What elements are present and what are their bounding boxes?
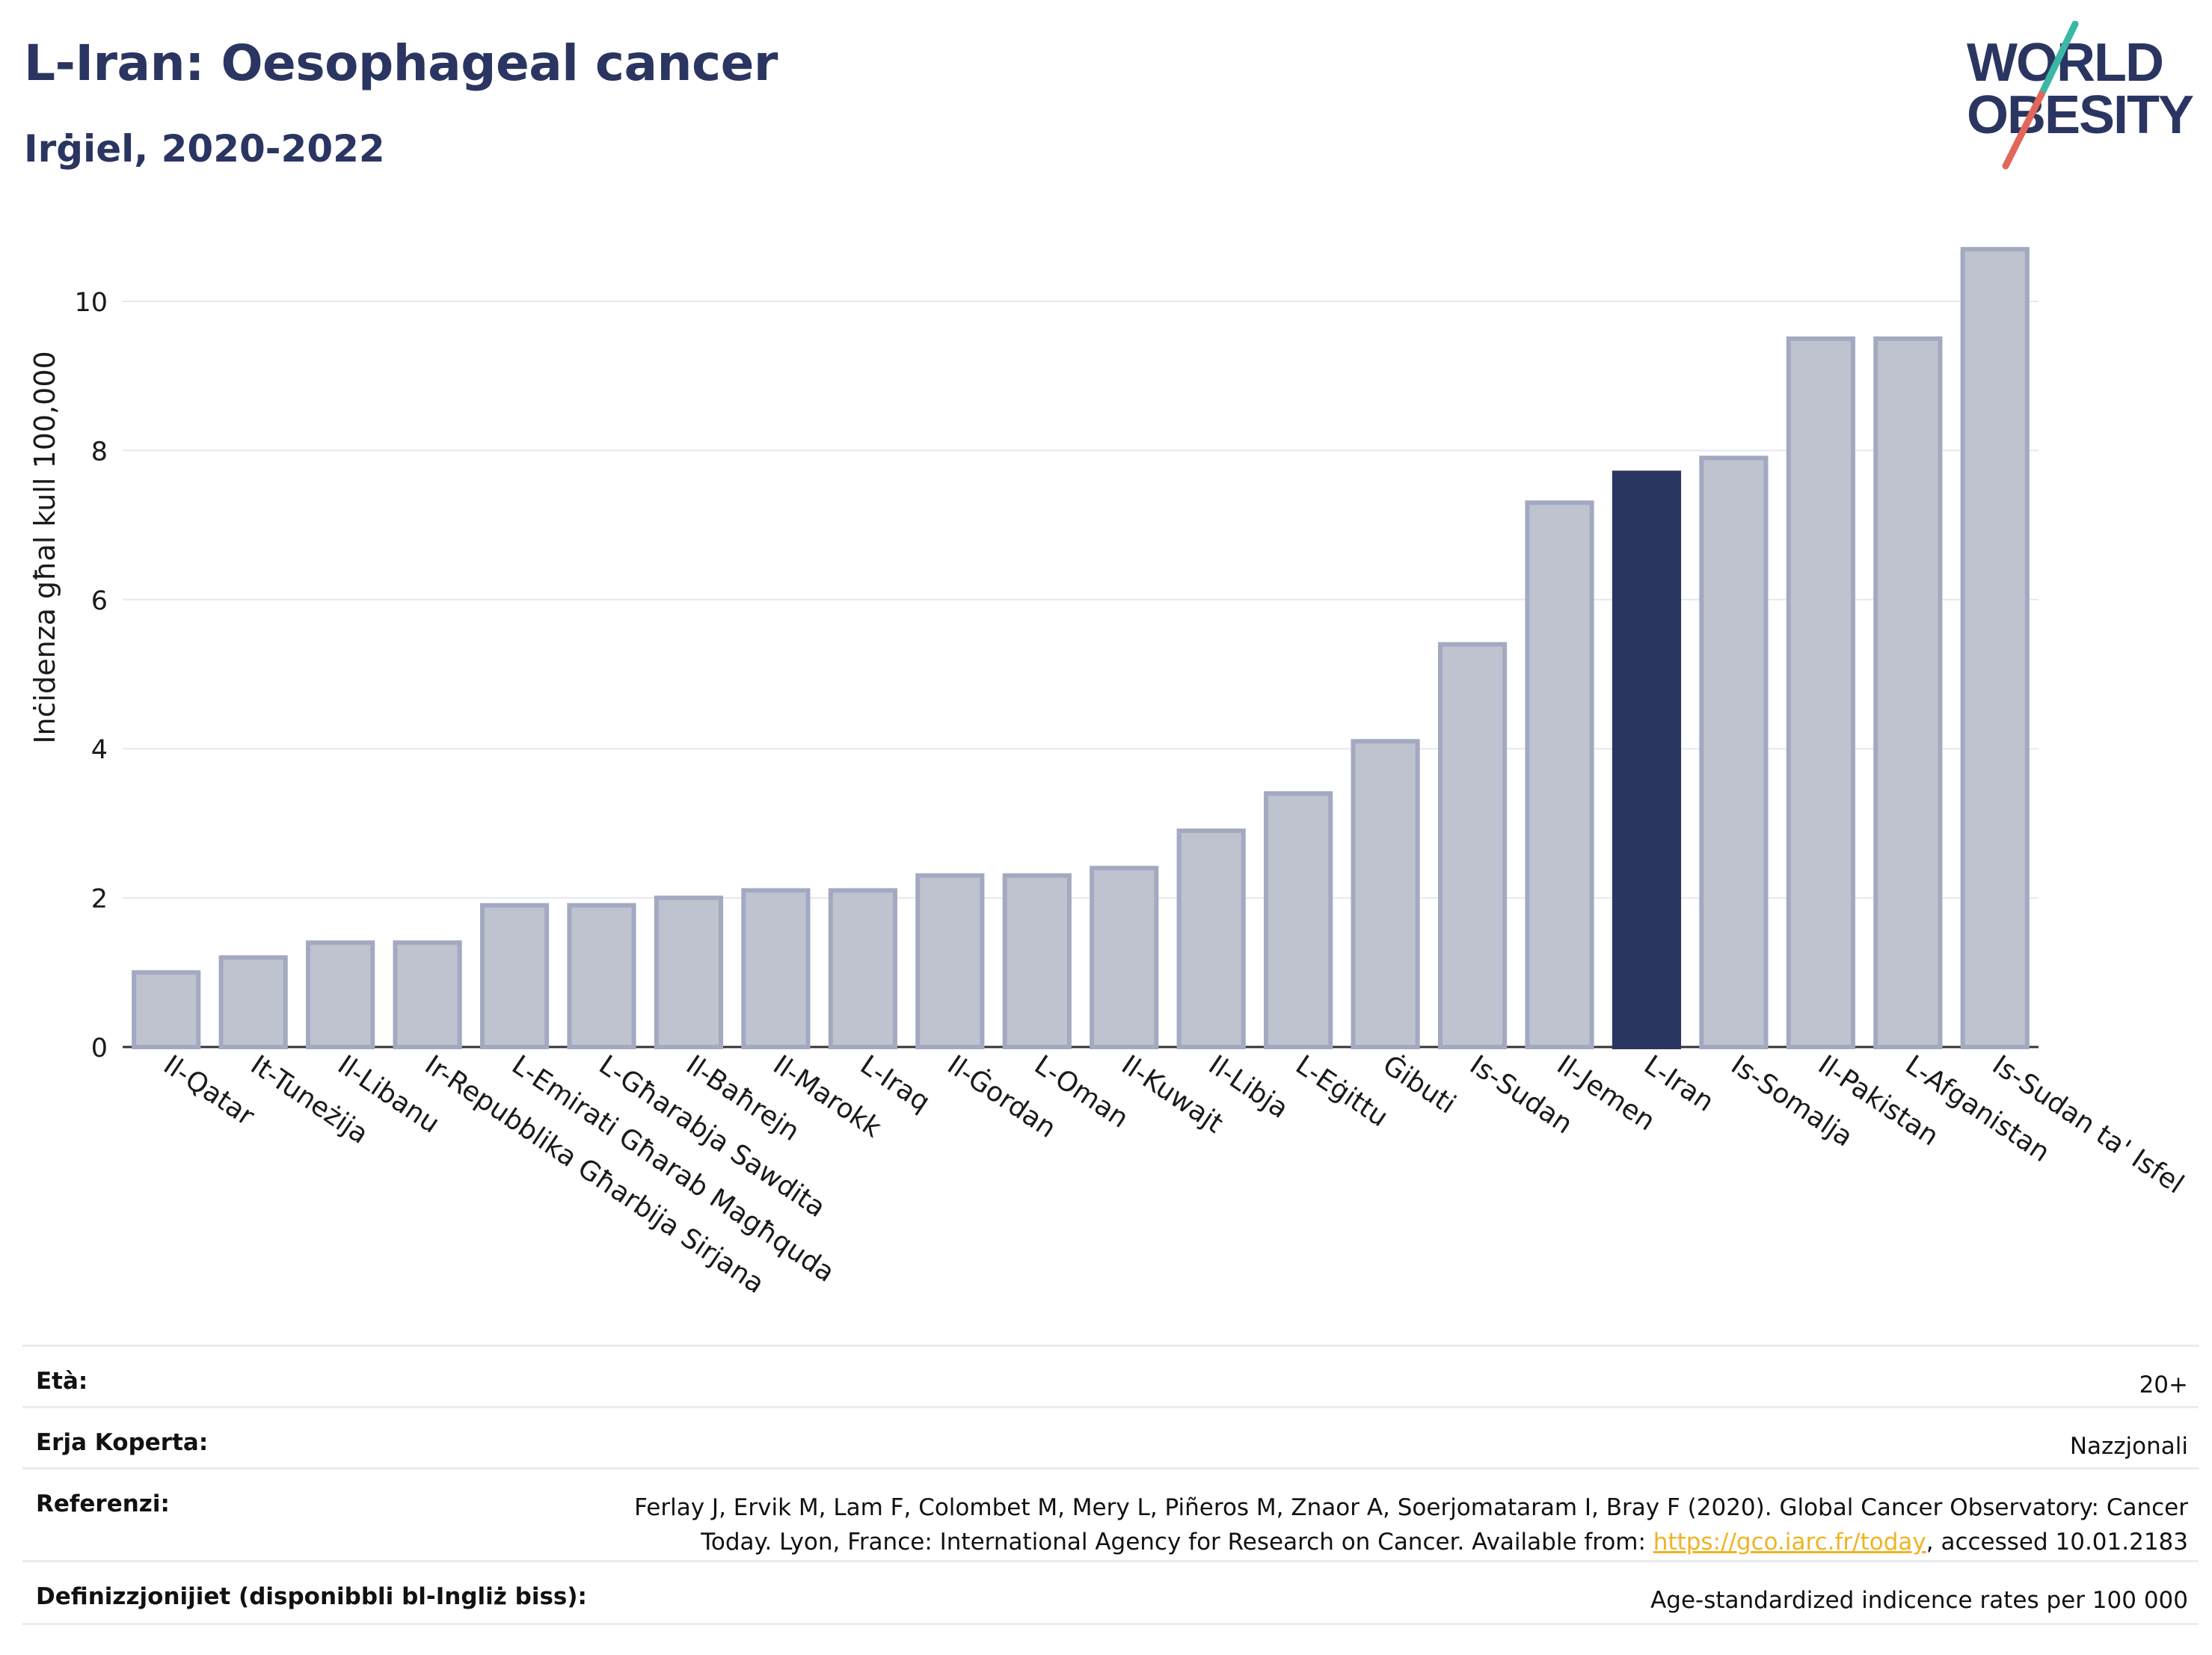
bar xyxy=(654,895,724,1049)
bar xyxy=(1873,336,1943,1050)
bar xyxy=(567,903,636,1049)
meta-bottom-rule xyxy=(22,1623,2199,1625)
reference-link[interactable]: https://gco.iarc.fr/today xyxy=(1653,1529,1926,1556)
bar xyxy=(1351,739,1420,1049)
y-axis-label: Inċidenza għal kull 100,000 xyxy=(28,351,61,743)
meta-value-definitions: Age-standardized indicence rates per 100… xyxy=(1650,1587,2188,1614)
reference-line1: Ferlay J, Ervik M, Lam F, Colombet M, Me… xyxy=(634,1494,2188,1521)
y-tick-label: 2 xyxy=(91,885,108,915)
bar xyxy=(1090,865,1159,1049)
meta-row-definitions: Definizzjonijiet (disponibbli bl-Ingliż … xyxy=(22,1560,2199,1625)
bar xyxy=(1699,455,1769,1049)
bar xyxy=(1437,642,1508,1049)
bar xyxy=(1176,828,1246,1049)
meta-label-area: Erja Koperta: xyxy=(36,1429,209,1456)
meta-label-age: Età: xyxy=(36,1368,88,1395)
x-tick-labels: Il-QatarIt-TuneżijaIl-LibanuIr-Repubblik… xyxy=(158,1049,2189,1300)
x-tick-label: Il-Qatar xyxy=(158,1049,259,1132)
chart-title: L-Iran: Oesophageal cancer xyxy=(24,34,778,92)
y-tick-label: 4 xyxy=(91,735,108,765)
bar xyxy=(1264,791,1333,1050)
y-tick-label: 10 xyxy=(74,288,108,318)
bar xyxy=(1960,247,2030,1050)
logo-line2: OBESITY xyxy=(1967,85,2193,145)
y-tick-label: 0 xyxy=(91,1034,108,1063)
logo-slash-top xyxy=(2038,21,2079,98)
bar xyxy=(1002,873,1072,1049)
bar xyxy=(306,940,375,1050)
meta-value-references: Ferlay J, Ervik M, Lam F, Colombet M, Me… xyxy=(634,1490,2188,1559)
bar xyxy=(218,955,288,1049)
y-tick-label: 8 xyxy=(91,437,108,467)
world-obesity-logo: WORLD OBESITY xyxy=(1967,21,2195,170)
bars xyxy=(132,247,2030,1050)
bar xyxy=(479,903,550,1049)
y-tick-label: 6 xyxy=(91,586,108,616)
meta-row-area: Erja Koperta: Nazzjonali xyxy=(22,1406,2199,1470)
bar xyxy=(915,873,985,1049)
meta-row-age: Età: 20+ xyxy=(22,1345,2199,1408)
bar xyxy=(393,940,462,1050)
bar xyxy=(828,888,897,1049)
logo-slash-bottom xyxy=(2002,90,2045,170)
y-tick-labels: 0 2 4 6 8 10 xyxy=(74,288,108,1063)
bar xyxy=(132,970,201,1050)
meta-row-references: Referenzi: Ferlay J, Ervik M, Lam F, Col… xyxy=(22,1467,2199,1562)
bar xyxy=(1525,500,1594,1049)
bar-highlighted xyxy=(1612,470,1682,1049)
x-tick-label: L-Eġittu xyxy=(1290,1049,1393,1133)
x-tick-label: L-Afganistan xyxy=(1899,1049,2055,1168)
meta-value-area: Nazzjonali xyxy=(2069,1433,2188,1460)
bar xyxy=(741,888,811,1049)
bar-chart: 0 2 4 6 8 10 Il-QatarIt-TuneżijaIl-LibanuIr-R… xyxy=(28,247,2189,1300)
chart-subtitle: Irġiel, 2020-2022 xyxy=(24,127,385,171)
bar xyxy=(1786,336,1855,1050)
meta-value-age: 20+ xyxy=(2139,1372,2188,1398)
reference-line2-pre: Today. Lyon, France: International Agenc… xyxy=(701,1529,1653,1556)
meta-label-references: Referenzi: xyxy=(36,1490,170,1517)
meta-label-definitions: Definizzjonijiet (disponibbli bl-Ingliż … xyxy=(36,1583,587,1610)
reference-line2-post: , accessed 10.01.2183 xyxy=(1926,1529,2188,1556)
